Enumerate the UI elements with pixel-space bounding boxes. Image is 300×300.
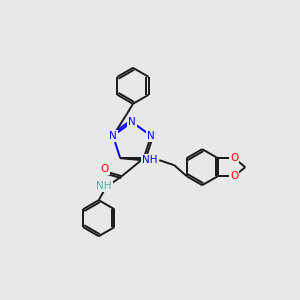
Text: N: N bbox=[109, 131, 117, 141]
Text: N: N bbox=[147, 131, 155, 141]
Text: NH: NH bbox=[96, 181, 112, 191]
Text: O: O bbox=[100, 164, 109, 174]
Text: O: O bbox=[230, 153, 238, 163]
Text: N: N bbox=[128, 117, 136, 127]
Text: O: O bbox=[230, 171, 238, 181]
Text: NH: NH bbox=[142, 155, 158, 165]
